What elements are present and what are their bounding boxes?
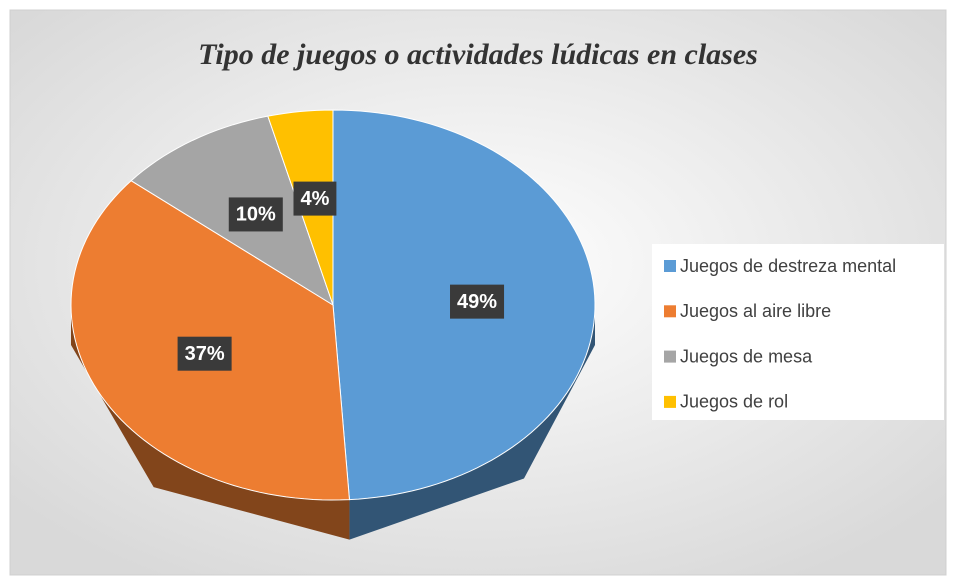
data-label-box	[293, 181, 337, 216]
data-label: 4%	[300, 188, 329, 210]
chart-title: Tipo de juegos o actividades lúdicas en …	[198, 38, 758, 71]
legend-label: Juegos de rol	[680, 392, 788, 412]
data-label-box	[177, 336, 232, 371]
data-label-box	[450, 284, 505, 319]
legend-label: Juegos de destreza mental	[680, 256, 896, 276]
legend-swatch	[664, 260, 676, 272]
legend-swatch	[664, 305, 676, 318]
pie-slice-side	[71, 305, 350, 540]
data-label-box	[228, 197, 283, 232]
data-label: 10%	[236, 204, 276, 226]
data-label: 37%	[185, 343, 225, 365]
pie-slice-side	[349, 305, 595, 540]
legend-swatch	[664, 350, 676, 363]
legend-box	[652, 244, 944, 420]
legend-swatch	[664, 395, 676, 408]
data-label: 49%	[457, 291, 497, 313]
legend-label: Juegos de mesa	[680, 346, 813, 366]
legend-label: Juegos al aire libre	[680, 301, 831, 321]
